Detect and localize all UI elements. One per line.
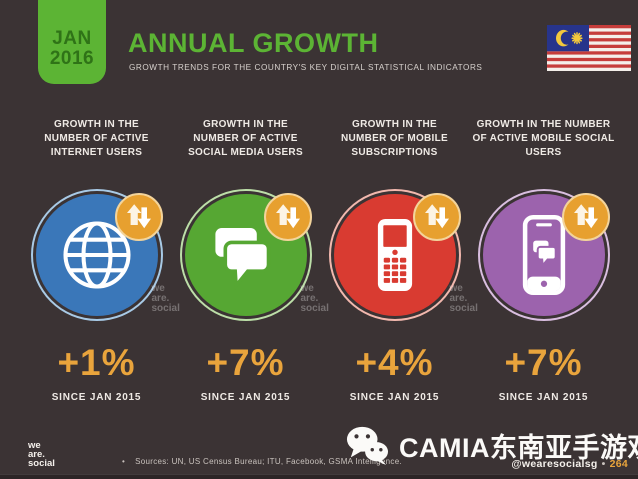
malaysia-flag-icon — [547, 25, 631, 71]
date-box: JAN 2016 — [38, 0, 106, 84]
bottom-edge-strip — [0, 474, 638, 479]
growth-badge — [263, 193, 312, 241]
up-down-arrows-icon — [275, 204, 300, 229]
social-handle: @wearesocialsg — [511, 458, 598, 470]
up-down-arrows-icon — [424, 204, 449, 229]
wechat-icon — [346, 426, 388, 466]
internet-users-circle — [35, 193, 163, 316]
separator-dot: • — [601, 458, 606, 470]
growth-badge — [412, 193, 461, 241]
mobile-subscriptions-circle — [333, 193, 461, 316]
chat-bubbles-icon — [214, 228, 270, 291]
page-footer-handle: @wearesocialsg • 264 — [511, 458, 628, 470]
growth-badge — [114, 193, 163, 241]
slide-number: 264 — [609, 458, 628, 470]
stat-column-mobile-subscriptions: GROWTH IN THE NUMBER OF MOBILE SUBSCRIPT… — [320, 118, 478, 403]
smartphone-chat-icon — [522, 214, 565, 296]
column-header: GROWTH IN THE NUMBER OF ACTIVE INTERNET … — [44, 119, 149, 158]
growth-value: +1% — [57, 342, 136, 383]
stat-columns: GROWTH IN THE NUMBER OF ACTIVE INTERNET … — [22, 118, 618, 403]
up-down-arrows-icon — [126, 204, 151, 229]
we-are-social-watermark: we are. social — [151, 283, 180, 314]
since-label: SINCE JAN 2015 — [200, 392, 291, 403]
mobile-social-circle — [482, 193, 610, 316]
stat-column-internet-users: GROWTH IN THE NUMBER OF ACTIVE INTERNET … — [22, 118, 180, 403]
we-are-social-logo: we are. social — [28, 439, 55, 469]
social-media-circle — [184, 193, 312, 316]
page-title: ANNUAL GROWTH — [128, 28, 379, 58]
growth-badge — [561, 193, 610, 241]
date-month: JAN — [52, 27, 92, 49]
mobile-phone-icon — [377, 219, 412, 291]
bullet: • — [122, 457, 126, 466]
since-label: SINCE JAN 2015 — [498, 392, 589, 403]
page-subtitle: GROWTH TRENDS FOR THE COUNTRY'S KEY DIGI… — [129, 63, 483, 72]
since-label: SINCE JAN 2015 — [349, 392, 440, 403]
column-header: GROWTH IN THE NUMBER OF ACTIVE MOBILE SO… — [472, 119, 615, 158]
up-down-arrows-icon — [573, 204, 598, 229]
we-are-social-watermark: we are. social — [449, 283, 478, 314]
sources-text: • Sources: UN, US Census Bureau; ITU, Fac… — [122, 457, 402, 466]
stat-column-mobile-social-users: GROWTH IN THE NUMBER OF ACTIVE MOBILE SO… — [469, 118, 618, 403]
camia-watermark: CAMIA东南亚手游观察 — [344, 424, 638, 466]
watermark-text: CAMIA东南亚手游观察 — [399, 432, 638, 463]
we-are-social-watermark: we are. social — [300, 283, 329, 314]
column-header: GROWTH IN THE NUMBER OF ACTIVE SOCIAL ME… — [188, 119, 303, 158]
column-header: GROWTH IN THE NUMBER OF MOBILE SUBSCRIPT… — [340, 119, 449, 158]
stat-column-social-media-users: GROWTH IN THE NUMBER OF ACTIVE SOCIAL ME… — [171, 118, 329, 403]
growth-value: +7% — [206, 342, 285, 383]
growth-value: +7% — [504, 342, 583, 383]
date-year: 2016 — [49, 48, 95, 70]
growth-value: +4% — [355, 342, 434, 383]
since-label: SINCE JAN 2015 — [51, 392, 142, 403]
globe-icon — [62, 221, 131, 289]
